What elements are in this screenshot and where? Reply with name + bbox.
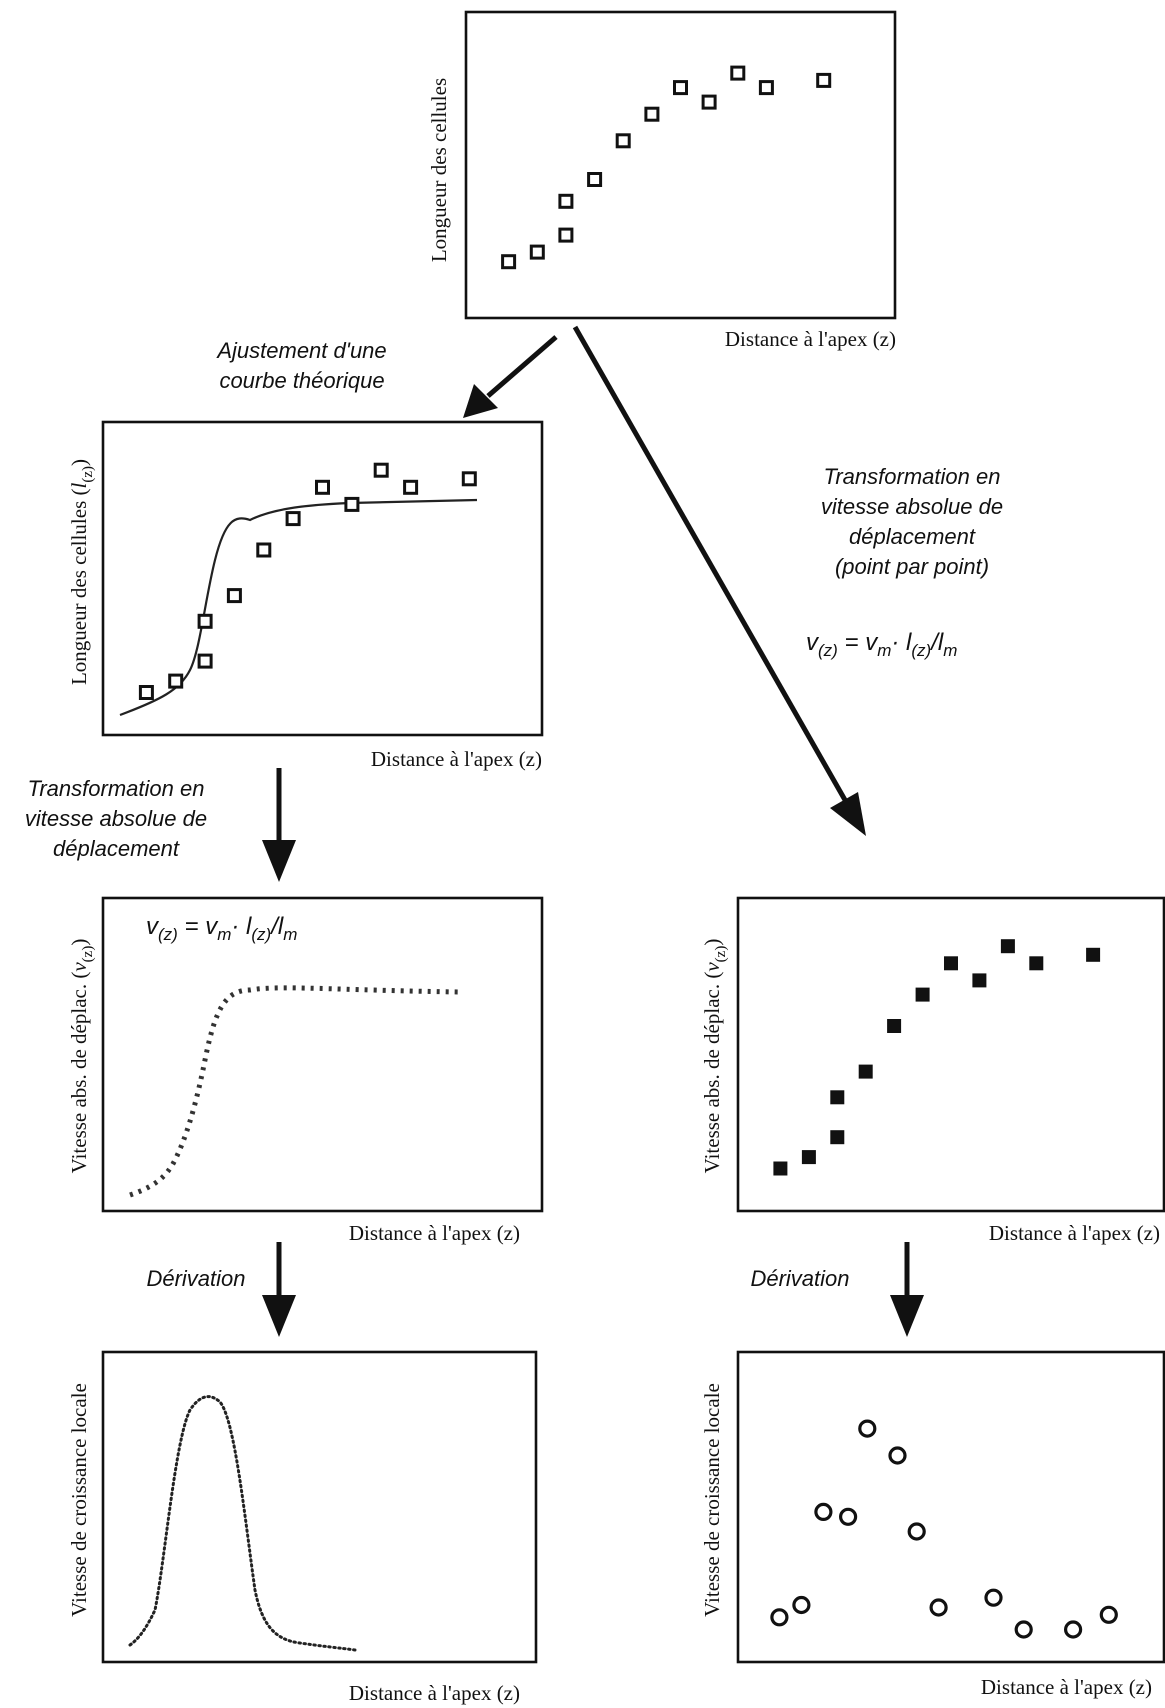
arrow-to-fitted-speed (262, 768, 296, 882)
right-transform-caption-line4: (point par point) (835, 554, 989, 579)
right-transform-caption-line1: Transformation en (824, 464, 1001, 489)
raw-growth-point (1099, 1605, 1118, 1624)
fitted-lengths-point (197, 653, 213, 669)
left-transform-caption-line3: déplacement (53, 836, 180, 861)
fitted-lengths-point (168, 673, 184, 689)
raw-speed-point (1086, 947, 1101, 962)
raw-growth-point (1063, 1620, 1083, 1639)
raw-lengths-point (730, 65, 746, 81)
fitted-lengths-point (197, 613, 213, 629)
right-transform-caption-line2: vitesse absolue de (821, 494, 1003, 519)
raw-speed-point (830, 1130, 845, 1145)
raw-lengths-point (529, 244, 545, 260)
fit-caption-line1: Ajustement d'une (215, 338, 386, 363)
fitted-lengths-point (373, 462, 389, 478)
fitted-lengths-point (403, 479, 419, 495)
fitted-lengths-frame (101, 420, 544, 737)
fitted-lengths-point (256, 542, 272, 558)
formula-left: v(z) = vm· l(z)/lm (146, 913, 297, 944)
chart-marks (138, 65, 1118, 1639)
raw-growth-frame (736, 1350, 1165, 1664)
raw-lengths-frame (464, 10, 897, 320)
fitted-speed-xlabel: Distance à l'apex (z) (349, 1221, 520, 1245)
raw-lengths-point (587, 172, 603, 187)
raw-lengths-point (615, 133, 631, 149)
fitted-lengths-point (138, 685, 154, 700)
fitted-lengths-point (226, 588, 242, 604)
left-derivation-caption: Dérivation (146, 1266, 245, 1291)
raw-growth-point (814, 1502, 833, 1522)
raw-growth-point (858, 1419, 877, 1438)
raw-growth-point (770, 1608, 789, 1627)
fitted-growth-ylabel: Vitesse de croissance locale (67, 1383, 91, 1617)
raw-lengths-point (673, 80, 688, 96)
fitted-speed-ylabel: Vitesse abs. de déplac. (v(z)) (67, 939, 96, 1174)
raw-lengths-point (701, 94, 717, 110)
raw-lengths-point (816, 72, 832, 88)
raw-growth-point (1014, 1620, 1033, 1639)
raw-speed-point (944, 956, 958, 971)
raw-lengths-ylabel: Longueur des cellules (427, 78, 451, 262)
raw-growth-point (838, 1507, 858, 1526)
fitted-lengths-point (461, 471, 477, 487)
fitted-lengths-point (315, 479, 330, 495)
raw-speed-point (887, 1019, 902, 1033)
formula-right: v(z) = vm· l(z)/lm (806, 629, 957, 660)
raw-lengths-point (758, 80, 774, 96)
raw-growth-xlabel: Distance à l'apex (z) (981, 1675, 1152, 1699)
fitted-growth-frame (101, 1350, 538, 1664)
raw-growth-point (888, 1446, 907, 1465)
left-transform-caption-line1: Transformation en (28, 776, 205, 801)
left-transform-caption-line2: vitesse absolue de (25, 806, 207, 831)
raw-speed-point (915, 987, 930, 1002)
raw-speed-point (1000, 939, 1015, 954)
fitted-growth-xlabel: Distance à l'apex (z) (349, 1681, 520, 1705)
raw-speed-point (830, 1090, 845, 1105)
raw-growth-point (929, 1598, 948, 1617)
sigmoid-fit-curve (119, 498, 478, 717)
raw-lengths-point (501, 254, 517, 270)
arrow-to-fitted-growth (262, 1242, 296, 1337)
raw-speed-point (801, 1150, 816, 1165)
raw-lengths-point (558, 227, 574, 243)
right-derivation-caption: Dérivation (750, 1266, 849, 1291)
raw-lengths-point (644, 106, 660, 122)
arrow-to-raw-speed (572, 325, 866, 836)
raw-speed-point (773, 1161, 788, 1176)
raw-speed-frame (736, 896, 1165, 1213)
raw-growth-ylabel: Vitesse de croissance locale (700, 1383, 724, 1617)
fit-caption-line2: courbe théorique (219, 368, 384, 393)
fitted-lengths-point (344, 496, 360, 512)
raw-speed-point (858, 1064, 873, 1079)
raw-speed-point (972, 973, 987, 988)
speed-fit-curve (129, 985, 461, 1198)
raw-growth-point (984, 1588, 1003, 1607)
raw-growth-point (792, 1595, 811, 1615)
raw-growth-point (907, 1522, 926, 1541)
raw-speed-xlabel: Distance à l'apex (z) (989, 1221, 1160, 1245)
raw-lengths-point (558, 193, 574, 209)
arrow-to-fit (463, 335, 558, 418)
fitted-lengths-point (285, 511, 301, 527)
fitted-lengths-ylabel: Longueur des cellules (l(z)) (67, 459, 96, 685)
arrow-to-raw-growth (890, 1242, 924, 1337)
fitted-speed-frame (101, 896, 544, 1213)
raw-lengths-xlabel: Distance à l'apex (z) (725, 327, 896, 351)
right-transform-caption-line3: déplacement (849, 524, 976, 549)
raw-speed-point (1029, 956, 1044, 971)
raw-speed-ylabel: Vitesse abs. de déplac. (v(z)) (700, 939, 729, 1174)
fitted-lengths-xlabel: Distance à l'apex (z) (371, 747, 542, 771)
growth-fit-curve (128, 1395, 357, 1652)
